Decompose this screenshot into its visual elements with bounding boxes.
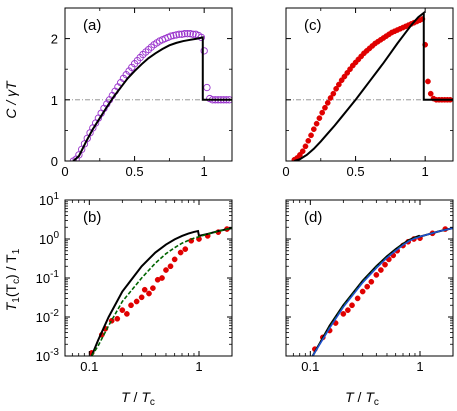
plot-area <box>291 10 453 161</box>
data-point <box>124 311 130 317</box>
x-tick-label: 1 <box>195 359 202 374</box>
data-point <box>163 267 169 273</box>
panel-a: 0 0.5 1 0 1 2 (a) <box>51 7 233 179</box>
x-tick-label: 0 <box>282 164 289 179</box>
data-point <box>128 302 134 309</box>
x-tick-label: 0 <box>61 164 68 179</box>
plot-area <box>311 226 453 356</box>
data-point <box>324 100 331 106</box>
data-point <box>359 288 366 295</box>
y-tick-label: 2 <box>51 32 58 47</box>
y-tick-label: 1 <box>51 93 58 108</box>
data-point <box>308 132 314 139</box>
plot-frame <box>64 7 233 162</box>
data-point <box>425 78 431 85</box>
data-point <box>159 275 165 281</box>
panel-b: 0.1 1 10-3 10-2 10-1 100 101 (b) <box>36 191 233 374</box>
data-point <box>177 249 184 256</box>
data-point <box>186 30 194 38</box>
data-point <box>302 143 309 150</box>
x-tick-label: 0.1 <box>80 359 98 374</box>
data-point <box>305 137 312 144</box>
data-point <box>336 81 342 88</box>
data-point <box>322 104 328 111</box>
data-point <box>138 294 145 301</box>
series-line-1 <box>311 227 453 356</box>
x-axis-title-b: T / Tc <box>121 389 155 408</box>
series-line-2 <box>90 227 232 356</box>
x-tick-label: 0.5 <box>347 164 365 179</box>
data-point <box>316 115 323 122</box>
data-point <box>368 278 375 285</box>
y-tick-label: 10-1 <box>36 269 60 286</box>
series-line-1 <box>294 10 453 161</box>
series-line-1 <box>90 227 232 356</box>
panel-label: (b) <box>83 209 101 226</box>
x-tick-label: 0.5 <box>126 164 144 179</box>
panel-label: (d) <box>304 209 322 226</box>
data-point <box>172 31 180 39</box>
x-tick-label: 1 <box>416 359 423 374</box>
data-point <box>171 256 178 263</box>
data-point <box>146 290 152 297</box>
data-point <box>340 311 347 317</box>
data-point <box>333 85 339 92</box>
x-axis-title-d: T / Tc <box>345 389 379 408</box>
data-point <box>181 30 189 38</box>
data-point <box>200 47 208 55</box>
data-point <box>182 246 189 252</box>
data-point <box>175 30 183 38</box>
data-point <box>382 261 388 268</box>
data-point <box>133 298 140 305</box>
data-point <box>178 30 186 38</box>
data-point <box>310 126 317 133</box>
y-tick-label: 100 <box>39 230 59 247</box>
data-point <box>169 31 178 40</box>
data-point <box>427 90 434 97</box>
panel-label: (c) <box>304 17 322 34</box>
series-line-2 <box>311 227 453 356</box>
data-point <box>150 285 156 291</box>
panel-d: 0.1 1 (d) <box>285 199 454 374</box>
data-point <box>319 109 326 116</box>
data-point <box>119 307 126 313</box>
data-point <box>373 272 380 278</box>
plot-area <box>88 226 232 356</box>
data-point <box>189 30 197 38</box>
data-point <box>167 32 175 40</box>
data-point <box>327 95 334 101</box>
data-point <box>354 295 361 302</box>
data-point <box>345 307 351 313</box>
data-point <box>299 148 306 155</box>
data-point <box>141 286 148 293</box>
data-point <box>203 83 211 92</box>
data-point <box>349 302 355 309</box>
y-axis-title-top: C / γT <box>3 80 19 119</box>
y-tick-label: 0 <box>51 154 58 169</box>
y-axis-title-bottom: T1(Tc) / T1 <box>3 248 22 311</box>
panel-label: (a) <box>83 17 101 34</box>
data-point <box>183 30 192 38</box>
data-point <box>330 90 337 97</box>
y-tick-label: 10-3 <box>36 347 60 364</box>
data-point <box>114 315 121 322</box>
x-tick-label: 1 <box>201 164 208 179</box>
data-point <box>167 263 174 270</box>
x-tick-label: 0.1 <box>301 359 319 374</box>
plot-frame <box>285 7 454 162</box>
panel-c: 0 0.5 1 (c) <box>282 7 454 179</box>
x-tick-label: 1 <box>422 164 429 179</box>
y-tick-label: 10-2 <box>36 308 60 325</box>
data-point <box>313 120 320 127</box>
y-tick-label: 101 <box>39 191 59 208</box>
series-line-3 <box>311 227 453 356</box>
series-line-1 <box>72 36 232 161</box>
data-point <box>378 267 384 273</box>
data-point <box>364 283 371 290</box>
plot-area <box>69 30 232 161</box>
